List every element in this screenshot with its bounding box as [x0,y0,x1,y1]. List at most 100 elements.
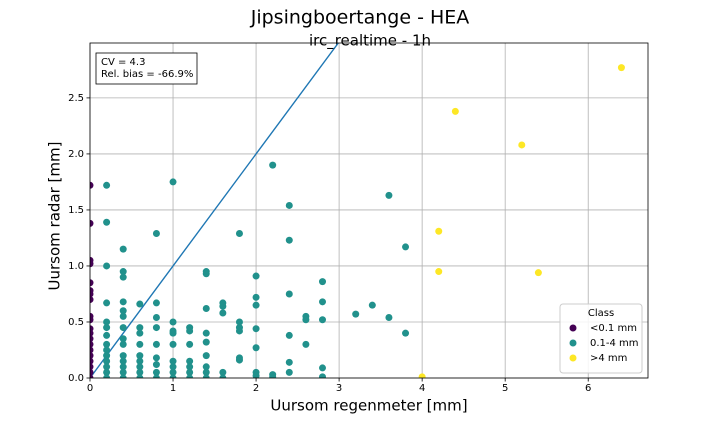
point [319,298,326,306]
y-axis-label: Uursom radar [mm] [46,142,64,291]
y-tick-label: 1.0 [68,261,84,272]
annotation: Rel. bias = -66.9% [101,69,193,80]
point [90,181,94,189]
point [202,368,210,376]
point [202,270,210,278]
axes-frame [89,42,649,379]
point [103,262,111,270]
point [402,243,410,251]
point [169,363,177,371]
point [169,368,177,376]
point [152,324,160,332]
point [285,331,293,339]
point [119,340,127,348]
point [136,329,144,337]
point [119,352,127,360]
point [402,329,410,337]
point [136,340,144,348]
point [119,368,127,376]
point [136,352,144,360]
point [202,305,210,313]
point [451,107,459,115]
point [90,352,94,360]
point [103,363,111,371]
point [252,372,260,378]
point [152,340,160,348]
plot-area [90,43,625,378]
point [90,340,94,348]
x-tick-label: 2 [253,383,259,394]
point [385,191,393,199]
point [235,327,243,335]
point [418,373,426,378]
point [119,245,127,253]
point [90,219,94,227]
legend-label: <0.1 mm [590,323,637,334]
point [169,340,177,348]
point [269,161,277,169]
point [235,356,243,364]
point [103,318,111,326]
legend-frame [559,303,643,374]
x-tick-label: 1 [170,383,176,394]
point [119,307,127,315]
point [235,229,243,237]
point [319,373,326,378]
point [152,354,160,362]
point [186,368,194,376]
point [219,374,227,378]
point [169,374,177,378]
point [119,273,127,281]
x-axis-label: Uursom regenmeter [mm] [270,397,467,415]
point [119,298,127,306]
point [90,329,94,337]
legend-title: Class [588,308,614,319]
point [235,318,243,326]
point [252,344,260,352]
x-tick-label: 5 [502,383,508,394]
point [90,260,94,268]
point [285,290,293,298]
point [186,374,194,378]
point [219,368,227,376]
legend-label: >4 mm [590,353,627,364]
x-tick-label: 4 [419,383,425,394]
point [319,316,326,324]
y-tick-label: 0.0 [68,373,84,384]
point [169,357,177,365]
point [202,374,210,378]
point [103,331,111,339]
point [119,312,127,320]
point [302,340,310,348]
point [152,361,160,369]
point [202,352,210,360]
point [90,357,94,365]
point [152,229,160,237]
point [319,364,326,372]
point [252,325,260,333]
point [186,357,194,365]
point [103,324,111,332]
point [90,368,94,376]
point [90,296,94,304]
point [152,368,160,376]
x-tick-label: 0 [87,383,93,394]
point [435,268,443,276]
point [319,278,326,286]
point [152,374,160,378]
x-tick-label: 3 [336,383,342,394]
point [103,299,111,307]
legend: Class <0.1 mm 0.1-4 mm >4 mm [559,303,643,374]
point [252,272,260,280]
legend-marker [569,339,577,347]
point [518,141,526,149]
point [186,363,194,371]
point [152,299,160,307]
legend-marker [569,324,577,332]
point [90,346,94,354]
point [285,358,293,366]
point [302,316,310,324]
point [119,268,127,276]
